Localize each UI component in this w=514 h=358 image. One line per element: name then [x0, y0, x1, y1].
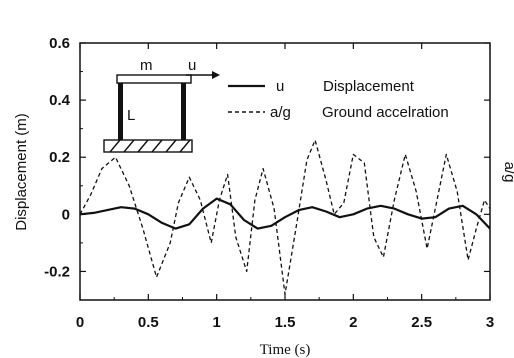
y-axis-label: Displacement (m)	[13, 113, 30, 231]
legend: u Displacement a/g Ground accelration	[228, 78, 449, 121]
diagram-length-label: L	[127, 107, 135, 124]
y-axis-label-right: a/g	[501, 162, 514, 183]
diagram-left-column	[118, 83, 123, 140]
legend-label-acceleration: Ground accelration	[322, 104, 449, 121]
y-tick-label: 0.2	[49, 149, 70, 166]
legend-symbol-acceleration: a/g	[270, 104, 291, 121]
diagram-ground	[104, 140, 192, 152]
legend-symbol-displacement: u	[276, 78, 284, 95]
series-layer	[80, 140, 490, 294]
x-axis-label: Time (s)	[260, 342, 311, 358]
diagram-beam	[117, 75, 191, 83]
diagram-disp-label: u	[188, 57, 196, 74]
y-tick-label: 0.4	[49, 92, 71, 109]
x-tick-label: 2	[349, 314, 357, 331]
x-axis-ticks: 0 0.5 1 1.5 2 2.5 3	[76, 43, 494, 331]
x-tick-label: 0	[76, 314, 84, 331]
frame-diagram: m u L	[104, 57, 220, 152]
x-tick-label: 0.5	[138, 314, 159, 331]
y-axis-ticks: -0.2 0 0.2 0.4 0.6	[44, 35, 490, 280]
x-tick-label: 3	[486, 314, 494, 331]
arrowhead-icon	[212, 71, 220, 79]
y-tick-label: 0.6	[49, 35, 70, 52]
y-tick-label: 0	[62, 206, 70, 223]
x-tick-label: 2.5	[411, 314, 432, 331]
y-tick-label: -0.2	[44, 263, 70, 280]
diagram-right-column	[181, 83, 186, 140]
x-tick-label: 1	[212, 314, 220, 331]
x-tick-label: 1.5	[275, 314, 296, 331]
legend-label-displacement: Displacement	[323, 78, 415, 95]
diagram-mass-label: m	[140, 57, 153, 74]
